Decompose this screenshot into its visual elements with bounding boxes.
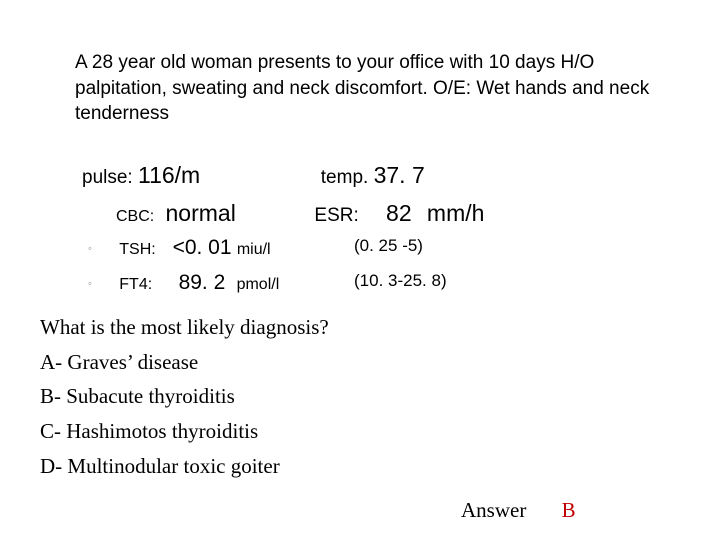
temp-label: temp. — [321, 167, 369, 188]
slide: A 28 year old woman presents to your off… — [0, 0, 720, 540]
bullet-icon: ◦ — [88, 278, 114, 290]
ft4-range: (10. 3-25. 8) — [354, 271, 447, 291]
answer-value: B — [562, 498, 576, 523]
pulse-label: pulse: — [82, 167, 133, 188]
case-presentation: A 28 year old woman presents to your off… — [75, 50, 655, 127]
ft4-value: 89. 2 — [179, 271, 226, 295]
esr-value: 82 — [386, 200, 412, 226]
question-prompt: What is the most likely diagnosis? — [40, 310, 640, 345]
temp-value: 37. 7 — [374, 162, 425, 188]
tsh-unit: miu/l — [237, 241, 271, 258]
vitals-row: pulse: 116/m temp. 37. 7 — [82, 162, 642, 189]
ft4-unit: pmol/l — [237, 276, 280, 293]
esr-label: ESR: — [314, 205, 358, 226]
tsh-label: TSH: — [119, 241, 167, 259]
cbc-label: CBC: — [116, 208, 154, 225]
pulse-group: pulse: 116/m — [82, 162, 200, 189]
answer-label: Answer — [461, 498, 526, 522]
tsh-row: ◦ TSH: <0. 01 miu/l (0. 25 -5) — [88, 236, 648, 260]
esr-unit: mm/h — [427, 200, 485, 226]
cbc-value: normal — [166, 200, 236, 226]
tsh-range: (0. 25 -5) — [354, 236, 423, 256]
option-d: D- Multinodular toxic goiter — [40, 449, 640, 484]
cbc-row: CBC: normal ESR: 82 mm/h — [116, 200, 656, 227]
ft4-row: ◦ FT4: 89. 2 pmol/l (10. 3-25. 8) — [88, 271, 648, 295]
option-b: B- Subacute thyroiditis — [40, 379, 640, 414]
bullet-icon: ◦ — [88, 243, 114, 255]
temp-group: temp. 37. 7 — [321, 162, 425, 189]
question-block: What is the most likely diagnosis? A- Gr… — [40, 310, 640, 483]
answer-row: Answer B — [461, 498, 576, 523]
tsh-value: <0. 01 — [173, 236, 232, 260]
option-a: A- Graves’ disease — [40, 345, 640, 380]
pulse-value: 116/m — [138, 162, 200, 188]
ft4-label: FT4: — [119, 276, 167, 294]
option-c: C- Hashimotos thyroiditis — [40, 414, 640, 449]
